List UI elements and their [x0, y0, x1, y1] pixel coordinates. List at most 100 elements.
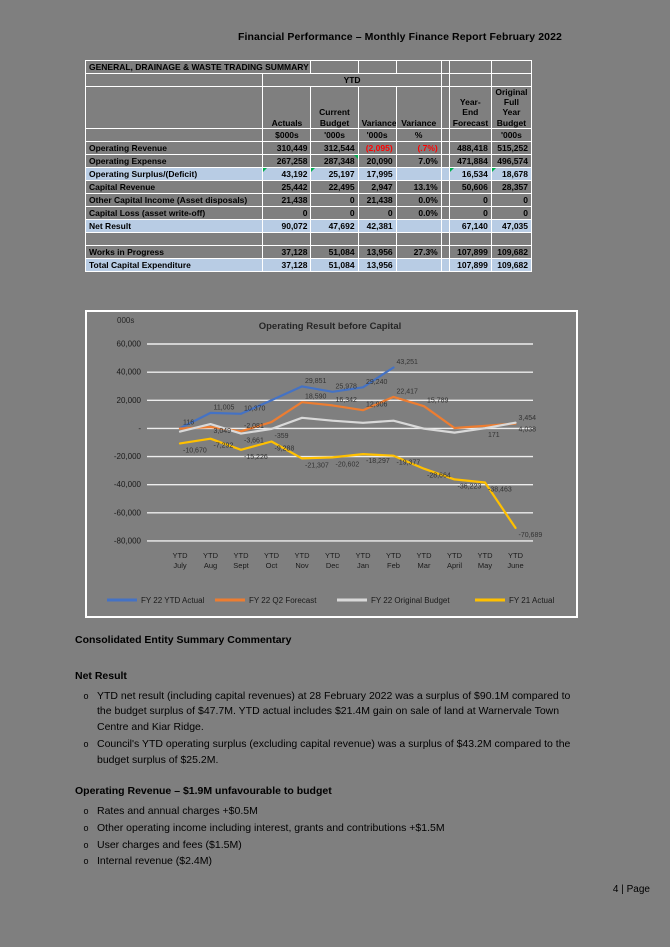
table-cell [357, 60, 397, 74]
svg-text:Nov: Nov [295, 561, 309, 570]
svg-text:Dec: Dec [326, 561, 340, 570]
value-cell: 47,035 [490, 218, 533, 233]
value-cell: (.7%) [395, 140, 442, 155]
svg-text:4,038: 4,038 [519, 427, 537, 434]
bullet-item: o Internal revenue ($2.4M) [75, 854, 580, 870]
ytd-header: YTD [262, 73, 442, 87]
value-cell: 17,995 [357, 166, 397, 181]
row-label: Operating Surplus/(Deficit) [84, 166, 264, 181]
svg-text:YTD: YTD [508, 551, 524, 560]
value-cell: 0.0% [395, 192, 442, 207]
bullet-marker: o [83, 822, 89, 833]
svg-text:YTD: YTD [234, 551, 250, 560]
y-axis-title: 000s [117, 316, 134, 325]
table-cell [310, 60, 359, 74]
bullet-text: YTD net result (including capital revenu… [97, 689, 571, 734]
units-cell: $000s [262, 127, 312, 142]
value-cell: 267,258 [262, 153, 312, 168]
svg-text:YTD: YTD [325, 551, 341, 560]
svg-text:-80,000: -80,000 [114, 536, 142, 545]
value-cell: 0 [310, 205, 359, 220]
table-row: Capital Loss (asset write-off) 0 0 0 0.0% 0 0 [84, 205, 533, 220]
svg-text:YTD: YTD [295, 551, 311, 560]
svg-text:-7,292: -7,292 [214, 443, 234, 450]
value-cell: 0 [448, 205, 492, 220]
column-header: Actuals [262, 86, 312, 129]
bullet-text: Rates and annual charges +$0.5M [97, 805, 258, 817]
bullet-item: o YTD net result (including capital reven… [75, 689, 580, 736]
commentary-section: Consolidated Entity Summary Commentary N… [75, 633, 580, 871]
svg-text:YTD: YTD [478, 551, 494, 560]
svg-text:-10,670: -10,670 [183, 447, 207, 454]
table-cell [448, 60, 492, 74]
svg-text:25,978: 25,978 [336, 383, 358, 390]
svg-text:YTD: YTD [356, 551, 372, 560]
table-cell [490, 73, 533, 87]
value-cell: 107,899 [448, 244, 492, 259]
row-label [84, 231, 264, 246]
bullet-text: User charges and fees ($1.5M) [97, 838, 242, 851]
table-cell [395, 60, 442, 74]
value-cell: 22,495 [310, 179, 359, 194]
value-cell: 51,084 [310, 244, 359, 259]
gap-cell [440, 86, 450, 129]
gap-cell [440, 192, 450, 207]
column-header: Year-End Forecast [448, 86, 492, 129]
svg-text:-36,223: -36,223 [458, 483, 482, 490]
value-cell: 515,252 [490, 140, 533, 155]
table-row: Operating Surplus/(Deficit) 43,192 25,197 1… [84, 166, 533, 181]
svg-text:-60,000: -60,000 [114, 508, 142, 517]
gap-cell [440, 166, 450, 181]
gap-cell [440, 231, 450, 246]
value-cell: 18,678 [490, 166, 533, 181]
bullet-marker: o [83, 839, 89, 850]
svg-text:-2,081: -2,081 [244, 423, 264, 430]
svg-text:18,590: 18,590 [305, 394, 327, 401]
svg-text:3,454: 3,454 [519, 415, 537, 422]
svg-text:YTD: YTD [264, 551, 280, 560]
svg-text:-21,307: -21,307 [305, 462, 329, 469]
svg-text:YTD: YTD [417, 551, 433, 560]
table-cell [490, 60, 533, 74]
value-cell: 43,192 [262, 166, 312, 181]
bullet-item: o User charges and fees ($1.5M) [75, 838, 580, 854]
table-cell [84, 73, 264, 87]
units-cell: % [395, 127, 442, 142]
svg-text:Oct: Oct [266, 561, 279, 570]
legend-label: FY 22 Q2 Forecast [249, 596, 317, 605]
value-cell [448, 231, 492, 246]
table-title: GENERAL, DRAINAGE & WASTE TRADING SUMMAR… [84, 60, 312, 74]
line-chart-canvas: 60,000 40,000 20,000 - -20,000 -40,000 -60,000… [107, 316, 554, 605]
value-cell: 90,072 [262, 218, 312, 233]
bullet-text: Internal revenue ($2.4M) [97, 855, 212, 868]
value-cell: 312,544 [310, 140, 359, 155]
svg-text:40,000: 40,000 [117, 368, 142, 377]
value-cell: 2,947 [357, 179, 397, 194]
table-cell [448, 73, 492, 87]
units-cell: '000s [357, 127, 397, 142]
svg-text:April: April [447, 561, 462, 570]
bullet-text: Other operating income including interes… [97, 821, 445, 834]
svg-text:Aug: Aug [204, 561, 217, 570]
series-fy-22-original-budget: 3,049 -3,661 -359 171 4,038 [178, 416, 537, 445]
table-title-row: GENERAL, DRAINAGE & WASTE TRADING SUMMAR… [84, 60, 533, 74]
value-cell: 37,128 [262, 244, 312, 259]
bullet-item: o Other operating income including intere… [75, 821, 580, 837]
svg-text:-359: -359 [275, 433, 289, 440]
table-units-row: $000s '000s '000s% '000s [84, 127, 533, 142]
svg-text:July: July [173, 561, 187, 570]
svg-text:16,342: 16,342 [336, 397, 358, 404]
bullet-text: Council's YTD operating surplus (excludi… [97, 737, 571, 766]
svg-text:11,005: 11,005 [214, 404, 235, 411]
data-labels: -2,081 18,590 16,342 12,906 22,417 15,789 3,45… [244, 388, 536, 429]
x-axis-labels: YTDJulyYTDAugYTDSeptYTDOctYTDNovYTDDecYT… [173, 551, 524, 570]
y-axis-labels: 60,000 40,000 20,000 - -20,000 -40,000 -60,000… [114, 340, 142, 546]
svg-text:12,906: 12,906 [366, 402, 388, 409]
bullet-item: o Council's YTD operating surplus (exclud… [75, 737, 580, 769]
svg-text:Sept: Sept [233, 561, 249, 570]
gap-cell [440, 179, 450, 194]
value-cell: 13,956 [357, 244, 397, 259]
value-cell: 109,682 [490, 257, 533, 272]
svg-text:Feb: Feb [387, 561, 400, 570]
value-cell: 25,442 [262, 179, 312, 194]
